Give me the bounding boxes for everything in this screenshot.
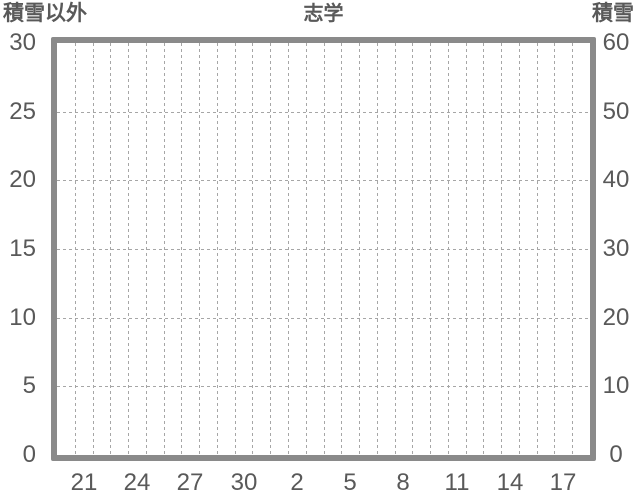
- plot-area: [51, 37, 596, 461]
- x-axis-tick-label: 11: [444, 469, 470, 496]
- x-axis-tick-label: 17: [549, 469, 577, 496]
- left-axis-tick-label: 25: [9, 98, 36, 125]
- left-axis-title: 積雪以外: [3, 2, 87, 25]
- left-axis-tick-label: 15: [9, 235, 36, 262]
- right-axis-tick-label: 30: [602, 235, 630, 262]
- right-axis-tick-label: 50: [602, 98, 630, 125]
- x-axis-tick-label: 2: [290, 469, 304, 496]
- x-axis-tick-label: 14: [496, 469, 524, 496]
- right-axis-tick-label: 20: [602, 304, 630, 331]
- grid: [57, 43, 590, 455]
- left-axis-tick-label: 30: [9, 29, 36, 56]
- right-axis-tick-label: 60: [602, 29, 630, 56]
- x-axis-tick-label: 27: [176, 469, 204, 496]
- x-axis-tick-label: 5: [343, 469, 357, 496]
- x-axis-tick-label: 8: [396, 469, 410, 496]
- x-axis-tick-label: 30: [230, 469, 258, 496]
- left-axis-tick-label: 0: [22, 441, 36, 468]
- x-axis-tick-label: 24: [123, 469, 151, 496]
- right-axis-tick-label: 40: [602, 166, 630, 193]
- left-axis-tick-label: 5: [22, 372, 36, 399]
- chart-title: 志学: [303, 3, 344, 25]
- right-axis-tick-label: 0: [609, 441, 623, 468]
- left-axis-tick-label: 10: [9, 304, 36, 331]
- right-axis-tick-label: 10: [602, 372, 630, 399]
- x-axis-tick-label: 21: [70, 469, 98, 496]
- right-axis-title: 積雪: [592, 2, 634, 25]
- left-axis-tick-label: 20: [9, 166, 36, 193]
